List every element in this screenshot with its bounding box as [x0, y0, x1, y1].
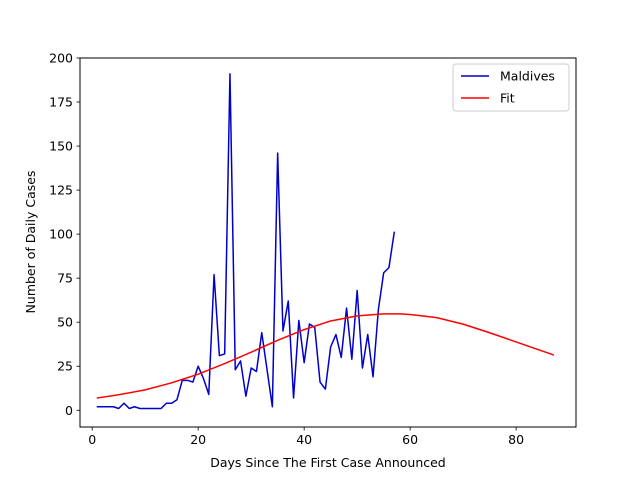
legend-label-maldives: Maldives: [500, 69, 555, 84]
x-axis-ticks: 0 20 40 60 80: [88, 427, 524, 447]
y-tick-label: 75: [57, 271, 73, 286]
x-tick-label: 80: [508, 432, 524, 447]
y-tick-label: 150: [49, 139, 73, 154]
x-tick-label: 40: [296, 432, 312, 447]
series-line-fit: [96, 313, 555, 399]
legend-label-fit: Fit: [500, 91, 515, 106]
x-tick-label: 0: [88, 432, 96, 447]
y-tick-label: 25: [57, 359, 73, 374]
legend: Maldives Fit: [452, 63, 570, 112]
y-tick-label: 175: [49, 95, 73, 110]
y-axis-label: Number of Daily Cases: [23, 171, 38, 314]
y-tick-label: 0: [65, 403, 73, 418]
y-axis-ticks: 0 25 50 75 100 125 150 175 200: [49, 51, 80, 418]
y-tick-label: 100: [49, 227, 73, 242]
y-tick-label: 200: [49, 51, 73, 66]
x-tick-label: 20: [190, 432, 206, 447]
x-axis-label: Days Since The First Case Announced: [210, 455, 446, 470]
x-tick-label: 60: [402, 432, 418, 447]
y-tick-label: 125: [49, 183, 73, 198]
y-tick-label: 50: [57, 315, 73, 330]
plot-lines: [96, 73, 555, 410]
plot-frame: [79, 57, 577, 428]
series-line-maldives: [96, 73, 396, 410]
